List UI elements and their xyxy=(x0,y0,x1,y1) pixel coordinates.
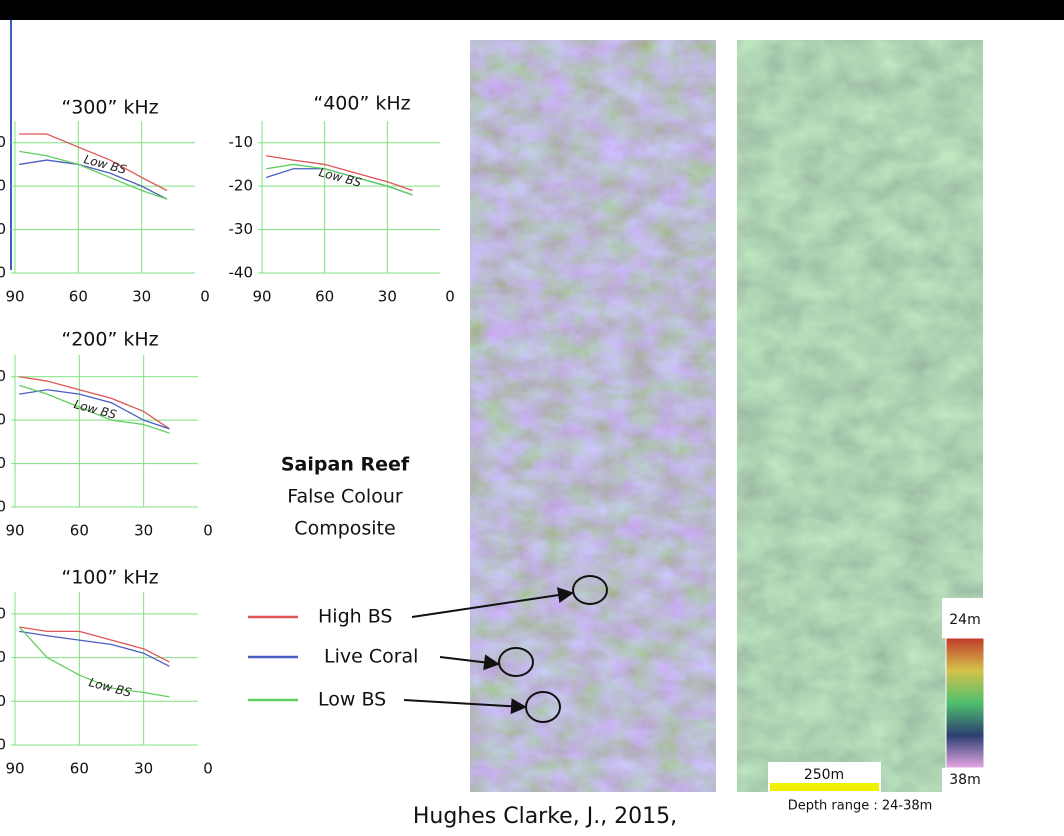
y-tick-label: -10 xyxy=(0,604,6,622)
y-tick-label: -40 xyxy=(0,264,6,282)
legend: High BS Live Coral Low BS xyxy=(248,606,418,711)
y-tick-label: -10 xyxy=(0,133,6,151)
caption-line: False Colour xyxy=(287,486,403,508)
x-tick-label: 0 xyxy=(203,522,213,540)
series-line xyxy=(19,631,169,666)
y-tick-label: -40 xyxy=(0,498,6,516)
y-tick-label: -20 xyxy=(0,411,6,429)
legend-label: Live Coral xyxy=(324,646,418,668)
x-tick-label: 60 xyxy=(69,288,88,306)
x-tick-label: 0 xyxy=(445,288,455,306)
colorbar-label: 24m xyxy=(949,612,980,628)
annotation: Low BS xyxy=(82,152,128,177)
legend-label: High BS xyxy=(318,606,392,628)
x-tick-label: 90 xyxy=(5,760,24,778)
x-tick-label: 60 xyxy=(315,288,334,306)
citation: Hughes Clarke, J., 2015, xyxy=(413,804,677,829)
y-tick-label: -30 xyxy=(0,692,6,710)
top-bar xyxy=(0,0,1064,20)
x-tick-label: 30 xyxy=(378,288,397,306)
caption-title: Saipan Reef xyxy=(281,454,410,476)
chart: “300” kHz -10 -20 -30 -40 90 60 30 0 Low BS xyxy=(0,97,210,306)
x-tick-label: 0 xyxy=(200,288,210,306)
chart-title: “300” kHz xyxy=(61,97,158,119)
annotation: Low BS xyxy=(87,675,133,700)
scale-label: 250m xyxy=(804,767,844,783)
y-tick-label: -20 xyxy=(0,177,6,195)
y-tick-label: -10 xyxy=(229,133,254,151)
x-tick-label: 60 xyxy=(70,760,89,778)
x-tick-label: 0 xyxy=(203,760,213,778)
x-tick-label: 90 xyxy=(252,288,271,306)
chart-title: “200” kHz xyxy=(61,329,158,351)
depth-range: Depth range : 24-38m xyxy=(788,799,933,814)
chart: “100” kHz -10 -20 -30 -40 90 60 30 0 Low BS xyxy=(0,567,213,778)
y-tick-label: -40 xyxy=(0,736,6,754)
x-tick-label: 30 xyxy=(134,522,153,540)
y-tick-label: -30 xyxy=(0,454,6,472)
y-tick-label: -20 xyxy=(229,177,254,195)
x-tick-label: 30 xyxy=(134,760,153,778)
y-tick-label: -30 xyxy=(229,220,254,238)
y-tick-label: -40 xyxy=(229,264,254,282)
x-tick-label: 30 xyxy=(132,288,151,306)
colorbar-label: 38m xyxy=(949,772,980,788)
chart-title: “100” kHz xyxy=(61,567,158,589)
scale-bar xyxy=(770,783,879,791)
y-tick-label: -30 xyxy=(0,220,6,238)
legend-label: Low BS xyxy=(318,689,386,711)
series-line xyxy=(19,627,169,662)
y-tick-label: -20 xyxy=(0,648,6,666)
y-tick-label: -10 xyxy=(0,367,6,385)
x-tick-label: 90 xyxy=(5,288,24,306)
x-tick-label: 90 xyxy=(5,522,24,540)
chart-title: “400” kHz xyxy=(313,93,410,115)
caption-line: Composite xyxy=(294,518,395,540)
colorbar xyxy=(946,638,984,768)
x-tick-label: 60 xyxy=(70,522,89,540)
slide: Saipan Reef False Colour Composite High … xyxy=(0,0,1064,836)
false-colour-image xyxy=(470,40,716,792)
